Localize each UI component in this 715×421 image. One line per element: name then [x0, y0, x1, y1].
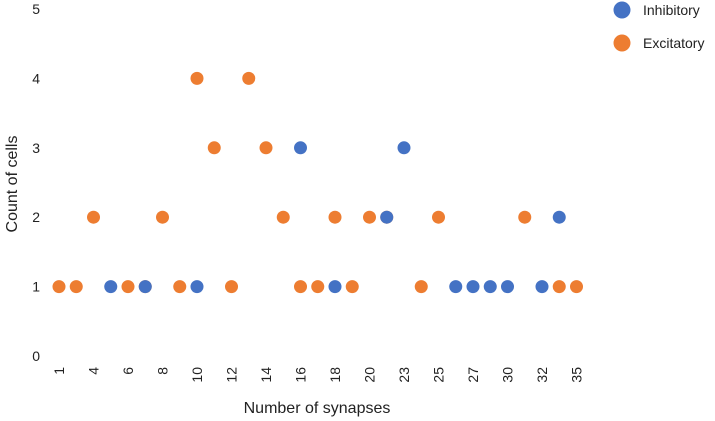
inhibitory-point — [190, 280, 204, 294]
excitatory-legend-marker — [613, 34, 631, 52]
inhibitory-point — [449, 280, 463, 294]
x-tick-label: 32 — [534, 367, 550, 383]
excitatory-point — [52, 280, 66, 294]
excitatory-point — [345, 280, 359, 294]
inhibitory-point — [397, 141, 411, 155]
inhibitory-point — [328, 280, 342, 294]
excitatory-point — [276, 210, 290, 224]
excitatory-point — [414, 280, 428, 294]
y-axis-title: Count of cells — [4, 136, 21, 233]
x-tick-label: 20 — [362, 367, 378, 383]
x-tick-label: 30 — [500, 367, 516, 383]
y-tick-label: 1 — [32, 279, 40, 295]
excitatory-point — [156, 210, 169, 224]
excitatory-point — [294, 280, 307, 294]
excitatory-point — [69, 280, 83, 294]
excitatory-point — [173, 280, 187, 294]
x-tick-label: 1 — [51, 367, 67, 375]
inhibitory-point — [138, 280, 152, 294]
x-tick-label: 18 — [327, 367, 343, 383]
excitatory-point — [242, 71, 256, 85]
inhibitory-point — [535, 280, 549, 294]
legend: Inhibitory Excitatory — [613, 1, 704, 52]
excitatory-point — [259, 141, 273, 155]
inhibitory-point — [501, 280, 514, 294]
excitatory-point — [207, 141, 221, 155]
inhibitory-point — [552, 210, 566, 224]
y-tick-label: 0 — [32, 348, 40, 364]
x-tick-label: 25 — [431, 367, 447, 383]
inhibitory-point — [466, 280, 480, 294]
excitatory-point — [311, 280, 325, 294]
inhibitory-point — [380, 210, 394, 224]
excitatory-point — [87, 210, 100, 224]
x-tick-label: 4 — [86, 367, 102, 375]
y-tick-label: 2 — [32, 209, 40, 225]
x-tick-label: 16 — [293, 367, 309, 383]
x-tick-label: 8 — [155, 367, 171, 375]
x-tick-label: 10 — [189, 367, 205, 383]
inhibitory-point — [483, 280, 497, 294]
y-axis-ticks: 0 1 2 3 4 5 — [32, 1, 40, 364]
excitatory-point — [121, 280, 135, 294]
excitatory-point — [570, 280, 583, 294]
excitatory-point — [328, 210, 342, 224]
excitatory-legend-label: Excitatory — [643, 35, 704, 51]
data-points — [52, 71, 583, 294]
excitatory-point — [363, 210, 376, 224]
excitatory-point — [518, 210, 532, 224]
inhibitory-point — [294, 141, 307, 155]
inhibitory-legend-label: Inhibitory — [643, 2, 700, 18]
excitatory-point — [225, 280, 238, 294]
x-axis-title: Number of synapses — [244, 400, 391, 417]
x-tick-label: 14 — [258, 367, 274, 383]
excitatory-point — [552, 280, 566, 294]
x-tick-label: 27 — [465, 367, 481, 383]
x-tick-label: 12 — [224, 367, 240, 383]
x-tick-label: 35 — [569, 367, 585, 383]
y-tick-label: 5 — [32, 1, 40, 17]
excitatory-point — [190, 71, 204, 85]
excitatory-point — [432, 210, 445, 224]
inhibitory-legend-marker — [613, 1, 631, 19]
x-axis-ticks: 1 4 6 8 10 12 14 16 18 20 23 25 27 30 32 35 — [51, 367, 585, 383]
x-tick-label: 6 — [120, 367, 136, 375]
inhibitory-point — [104, 280, 118, 294]
x-tick-label: 23 — [396, 367, 412, 383]
y-tick-label: 4 — [32, 70, 40, 86]
y-tick-label: 3 — [32, 140, 40, 156]
